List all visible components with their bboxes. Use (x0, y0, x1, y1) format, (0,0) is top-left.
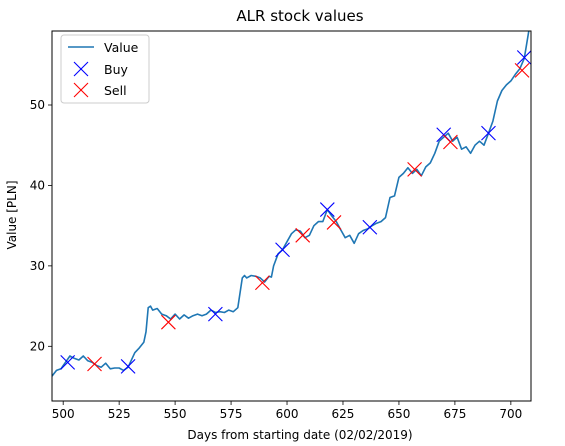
legend-box (60, 34, 150, 104)
legend-buy-marker (73, 61, 89, 77)
x-tick-label: 700 (499, 407, 522, 421)
x-tick-label: 650 (387, 407, 410, 421)
sell-marker (255, 275, 270, 291)
buy-marker (120, 359, 136, 374)
plot-content (52, 31, 531, 377)
buy-marker (481, 125, 496, 141)
chart-title: ALR stock values (236, 7, 363, 25)
x-tick-label: 500 (52, 407, 75, 421)
y-axis: 20 30 40 50 (30, 98, 52, 353)
x-tick-label: 600 (276, 407, 299, 421)
legend-sell-marker (73, 82, 89, 98)
plot-frame (51, 30, 532, 402)
y-tick-label: 40 (30, 178, 45, 192)
buy-marker (319, 202, 335, 217)
x-tick-label: 525 (108, 407, 131, 421)
y-tick-label: 30 (30, 259, 45, 273)
sell-marker (161, 314, 176, 330)
x-axis-label: Days from starting date (02/02/2019) (187, 428, 412, 442)
x-tick-label: 675 (443, 407, 466, 421)
buy-marker (275, 242, 290, 258)
buy-marker (60, 355, 76, 370)
sell-marker (87, 356, 102, 372)
buy-marker (362, 219, 378, 235)
y-tick-label: 50 (30, 98, 45, 112)
x-tick-label: 625 (332, 407, 355, 421)
legend-label-sell: Sell (104, 83, 127, 98)
sell-marker (443, 134, 458, 150)
sell-marker (514, 63, 530, 78)
sell-marker (326, 215, 342, 230)
y-tick-label: 20 (30, 339, 45, 353)
x-axis: 500 525 550 575 600 625 650 675 700 (52, 401, 522, 421)
x-tick-label: 550 (164, 407, 187, 421)
legend: Value Buy Sell (60, 34, 150, 104)
y-axis-label: Value [PLN] (5, 180, 19, 249)
sell-marker (407, 161, 422, 177)
legend-label-value: Value (104, 40, 139, 55)
buy-marker (208, 306, 223, 322)
sell-marker (295, 227, 311, 243)
x-tick-label: 575 (220, 407, 243, 421)
buy-marker (516, 50, 531, 65)
legend-label-buy: Buy (104, 62, 128, 77)
